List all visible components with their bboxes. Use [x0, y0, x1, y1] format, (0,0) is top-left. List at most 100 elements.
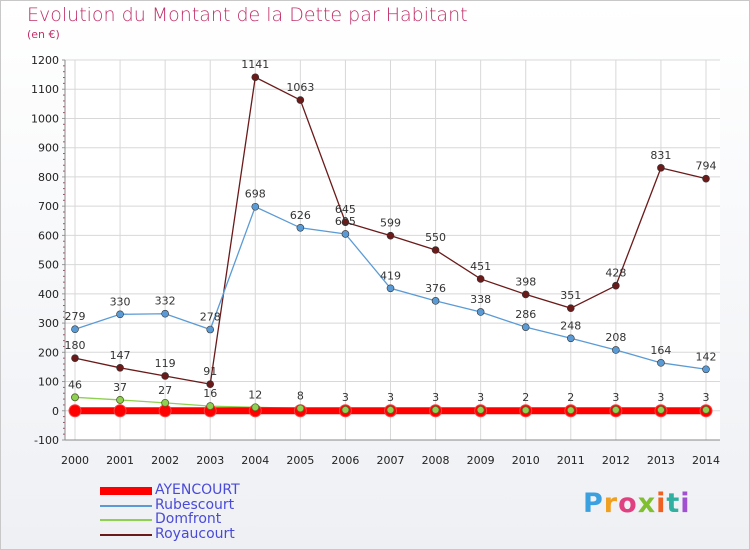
- logo-letter: t: [666, 488, 681, 519]
- data-label: 338: [470, 293, 491, 306]
- data-label: 278: [200, 311, 221, 324]
- chart-subtitle: (en €): [27, 28, 60, 41]
- data-label: 91: [203, 365, 217, 378]
- data-point: [657, 164, 665, 172]
- data-label: 351: [560, 289, 581, 302]
- y-tick-label: 0: [52, 405, 59, 418]
- data-label: 8: [297, 389, 304, 402]
- x-tick-label: 2012: [602, 454, 630, 467]
- x-tick-label: 2013: [647, 454, 675, 467]
- data-label: 3: [432, 391, 439, 404]
- data-point: [161, 309, 169, 318]
- y-tick-label: 500: [38, 259, 59, 272]
- data-label: 376: [425, 282, 446, 295]
- data-label: 831: [650, 149, 671, 162]
- data-point-overlay: [341, 405, 350, 414]
- y-tick-label: 800: [38, 171, 59, 184]
- data-label: 599: [380, 217, 401, 230]
- data-point: [476, 308, 485, 316]
- data-label: 3: [342, 391, 349, 404]
- logo-letter: r: [603, 488, 619, 519]
- data-point: [113, 404, 127, 418]
- data-label: 605: [335, 215, 356, 228]
- x-tick-label: 2008: [422, 454, 450, 467]
- legend-swatch: [100, 533, 152, 536]
- data-label: 332: [155, 295, 176, 308]
- data-point-overlay: [206, 402, 215, 410]
- data-point: [521, 323, 530, 331]
- data-label: 208: [605, 331, 626, 344]
- data-point: [341, 230, 350, 238]
- data-label: 3: [612, 391, 619, 404]
- proxiti-logo: Proxiti: [583, 488, 691, 519]
- logo-letter: x: [637, 488, 657, 519]
- x-tick-label: 2001: [106, 454, 134, 467]
- data-label: 1063: [286, 81, 314, 94]
- data-point-overlay: [657, 405, 665, 414]
- data-label: 550: [425, 231, 446, 244]
- data-point-overlay: [476, 405, 485, 414]
- legend-swatch: [100, 519, 152, 521]
- data-point-overlay: [296, 404, 305, 413]
- y-tick-label: 400: [38, 288, 59, 301]
- logo-letter: o: [618, 488, 638, 519]
- data-label: 164: [650, 344, 671, 357]
- data-point: [657, 359, 665, 367]
- data-point: [206, 325, 215, 334]
- y-tick-label: 700: [38, 200, 59, 213]
- data-label: 147: [110, 349, 131, 362]
- data-label: 119: [155, 357, 176, 370]
- data-label: 180: [65, 339, 86, 352]
- data-label: 2: [567, 391, 574, 404]
- y-tick-label: 600: [38, 229, 59, 242]
- data-point: [476, 275, 485, 283]
- data-point: [71, 354, 79, 362]
- data-label: 398: [515, 275, 536, 288]
- data-point: [251, 202, 260, 211]
- y-tick-label: 1200: [31, 54, 59, 67]
- data-point: [116, 363, 124, 372]
- data-point-overlay: [521, 406, 530, 415]
- data-point: [116, 310, 124, 319]
- data-point: [566, 334, 575, 343]
- legend-label: AYENCOURT: [155, 482, 240, 498]
- data-point: [431, 246, 440, 254]
- data-point-overlay: [161, 398, 170, 407]
- x-tick-label: 2006: [331, 454, 359, 467]
- data-point: [386, 284, 395, 293]
- data-point: [161, 372, 169, 380]
- data-label: 626: [290, 209, 311, 222]
- data-label: 794: [696, 160, 717, 173]
- data-point-overlay: [611, 405, 620, 414]
- data-point-overlay: [566, 406, 575, 415]
- data-label: 16: [203, 387, 217, 400]
- x-tick-label: 2002: [151, 454, 179, 467]
- x-tick-label: 2004: [241, 454, 269, 467]
- data-point-overlay: [431, 405, 440, 414]
- x-tick-label: 2011: [557, 454, 585, 467]
- logo-letter: i: [656, 488, 667, 519]
- data-label: 3: [387, 391, 394, 404]
- data-label: 451: [470, 260, 491, 273]
- data-label: 3: [703, 391, 710, 404]
- y-tick-label: 100: [38, 376, 59, 389]
- y-tick-label: 1100: [31, 83, 59, 96]
- y-tick-label: 300: [38, 317, 59, 330]
- data-label: 37: [113, 381, 127, 394]
- data-point: [341, 218, 350, 227]
- data-label: 330: [110, 295, 131, 308]
- data-point-overlay: [116, 396, 124, 404]
- data-point-overlay: [71, 393, 79, 402]
- data-label: 142: [696, 350, 717, 363]
- data-label: 248: [560, 319, 581, 332]
- data-point: [386, 231, 395, 240]
- x-tick-label: 2003: [196, 454, 224, 467]
- y-tick-label: 900: [38, 142, 59, 155]
- x-tick-label: 2007: [377, 454, 405, 467]
- data-point-overlay: [702, 405, 710, 414]
- data-label: 1141: [241, 58, 269, 71]
- legend-label: Domfront: [155, 511, 222, 527]
- data-label: 2: [522, 391, 529, 404]
- x-tick-label: 2000: [61, 454, 89, 467]
